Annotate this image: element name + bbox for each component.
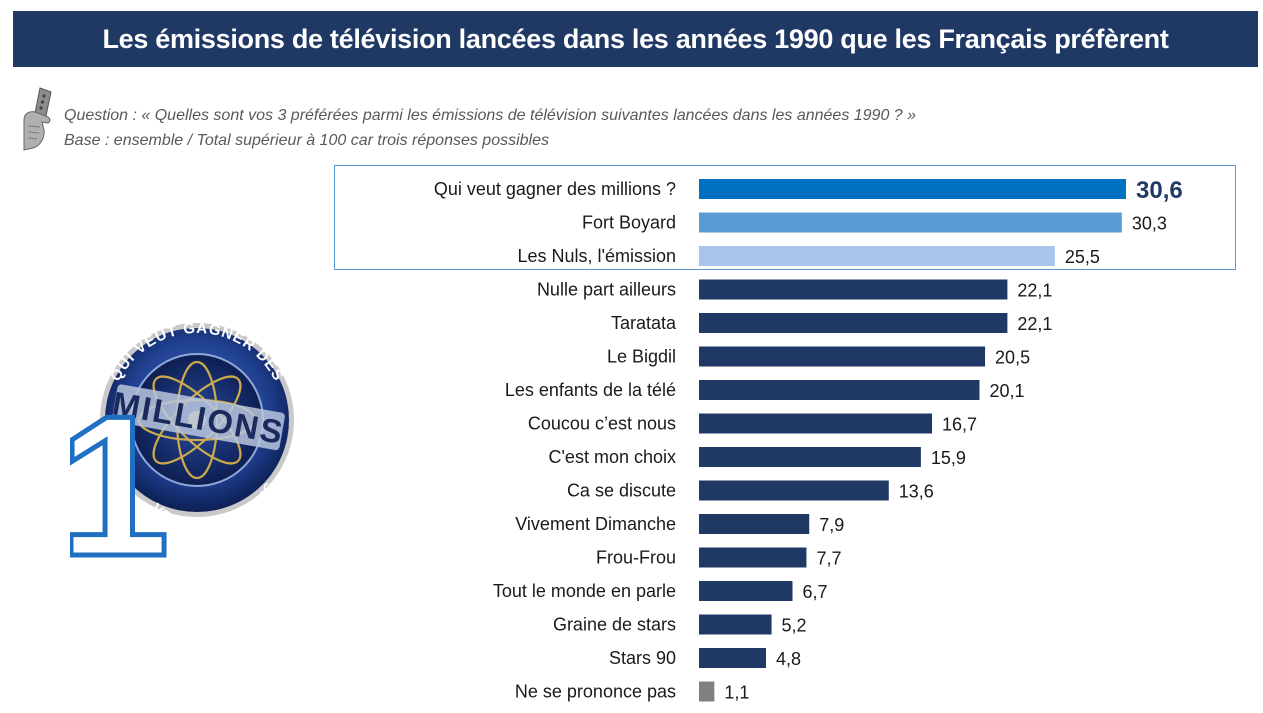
value-label: 25,5	[1065, 247, 1100, 267]
value-label: 22,1	[1017, 314, 1052, 334]
value-label: 20,5	[995, 348, 1030, 368]
value-label: 7,9	[819, 515, 844, 535]
bar	[699, 547, 807, 568]
millions-logo: QUI VEUT GAGNER DES VEUT GAGNER DES MILL…	[70, 320, 294, 575]
title-bar: Les émissions de télévision lancées dans…	[13, 11, 1258, 67]
value-label: 7,7	[816, 549, 841, 569]
category-label: Qui veut gagner des millions ?	[434, 179, 676, 199]
bar	[699, 681, 715, 702]
base-line: Base : ensemble / Total supérieur à 100 …	[64, 132, 550, 149]
bar	[699, 581, 793, 601]
category-label: Tout le monde en parle	[493, 581, 676, 601]
category-label: Vivement Dimanche	[515, 514, 676, 534]
value-label: 13,6	[899, 482, 934, 502]
bar	[699, 413, 933, 434]
top3-highlight-box	[334, 165, 1236, 270]
value-label: 22,1	[1017, 281, 1052, 301]
rank-numeral: 1	[70, 375, 170, 575]
category-label: Les Nuls, l'émission	[518, 246, 677, 266]
value-label: 15,9	[931, 448, 966, 468]
value-label: 20,1	[989, 381, 1024, 401]
category-label: Frou-Frou	[596, 548, 676, 568]
category-label: Nulle part ailleurs	[537, 280, 676, 300]
category-label: Le Bigdil	[607, 347, 676, 367]
category-label: Taratata	[611, 313, 677, 333]
value-label: 1,1	[724, 683, 749, 703]
bar	[699, 212, 1122, 233]
bar	[699, 380, 980, 400]
value-label: 16,7	[942, 415, 977, 435]
category-label: Stars 90	[609, 648, 676, 668]
bar	[699, 346, 986, 367]
bar	[699, 447, 921, 467]
bar	[699, 648, 766, 668]
category-label: Ne se prononce pas	[515, 682, 676, 702]
value-label: 4,8	[776, 649, 801, 669]
category-label: Coucou c’est nous	[528, 414, 676, 434]
value-label: 5,2	[782, 616, 807, 636]
category-label: Fort Boyard	[582, 213, 676, 233]
category-label: C'est mon choix	[549, 447, 677, 467]
page-title: Les émissions de télévision lancées dans…	[102, 23, 1169, 54]
question-line: Question : « Quelles sont vos 3 préférée…	[64, 107, 917, 124]
category-label: Graine de stars	[553, 615, 676, 635]
category-label: Les enfants de la télé	[505, 380, 676, 400]
question-text: Question : « Quelles sont vos 3 préférée…	[64, 103, 916, 153]
bar	[699, 514, 810, 534]
bar	[699, 480, 889, 501]
category-label: Ca se discute	[567, 481, 676, 501]
bar	[699, 313, 1008, 333]
bar	[699, 279, 1008, 300]
value-label: 6,7	[802, 582, 827, 602]
value-label: 30,3	[1132, 214, 1167, 234]
bar	[699, 614, 772, 635]
value-label: 30,6	[1136, 177, 1183, 204]
bar	[699, 179, 1126, 199]
bar	[699, 246, 1055, 266]
remote-control-hand-icon	[23, 87, 52, 151]
